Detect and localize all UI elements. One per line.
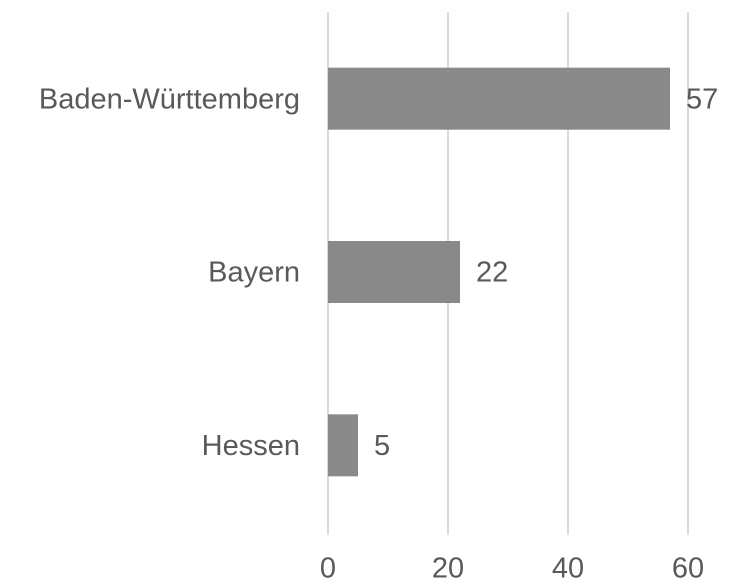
bar — [328, 414, 358, 477]
data-label: 5 — [374, 430, 390, 462]
x-tick-label: 20 — [432, 553, 464, 582]
data-label: 57 — [686, 83, 718, 115]
data-label: 22 — [476, 257, 508, 289]
bar — [328, 67, 670, 130]
x-tick-label: 60 — [672, 553, 704, 582]
x-tick-label: 40 — [552, 553, 584, 582]
y-tick-label: Bayern — [208, 257, 300, 289]
y-tick-label: Baden-Württemberg — [39, 83, 300, 115]
x-tick-label: 0 — [320, 553, 336, 582]
bar — [328, 241, 460, 303]
y-tick-label: Hessen — [202, 430, 300, 462]
